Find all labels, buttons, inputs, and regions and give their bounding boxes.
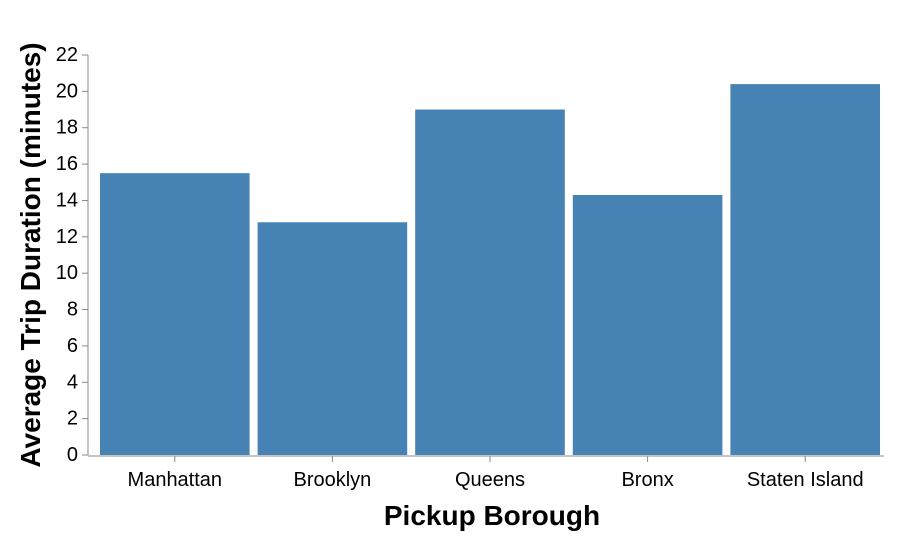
- x-tick-label: Manhattan: [128, 469, 223, 491]
- bar-staten-island: [730, 84, 880, 455]
- y-tick-label: 12: [56, 226, 78, 248]
- y-tick-label: 2: [67, 408, 78, 430]
- y-tick-label: 0: [67, 444, 78, 466]
- bar-bronx: [572, 195, 723, 455]
- y-tick-label: 10: [56, 262, 78, 284]
- bars-group: [100, 84, 880, 455]
- x-tick-label: Brooklyn: [293, 469, 371, 491]
- y-tick-label: 8: [67, 299, 78, 321]
- y-tick-label: 16: [56, 153, 78, 175]
- x-axis-title: Pickup Borough: [384, 500, 600, 531]
- y-axis-title: Average Trip Duration (minutes): [15, 42, 46, 467]
- bar-brooklyn: [257, 222, 408, 455]
- x-tick-label: Queens: [455, 469, 525, 491]
- y-tick-label: 6: [67, 335, 78, 357]
- bar-manhattan: [100, 173, 250, 455]
- y-tick-label: 14: [56, 189, 78, 211]
- bar-queens: [415, 109, 565, 455]
- y-tick-label: 22: [56, 44, 78, 66]
- x-tick-label: Bronx: [621, 469, 673, 491]
- y-axis: 0 2 4 6 8 10 12 14 16 18 20 22: [56, 44, 89, 466]
- y-tick-label: 20: [56, 80, 78, 102]
- y-tick-label: 4: [67, 371, 78, 393]
- y-tick-label: 18: [56, 117, 78, 139]
- x-axis: Manhattan Brooklyn Queens Bronx Staten Islan…: [88, 455, 884, 491]
- x-tick-label: Staten Island: [747, 469, 864, 491]
